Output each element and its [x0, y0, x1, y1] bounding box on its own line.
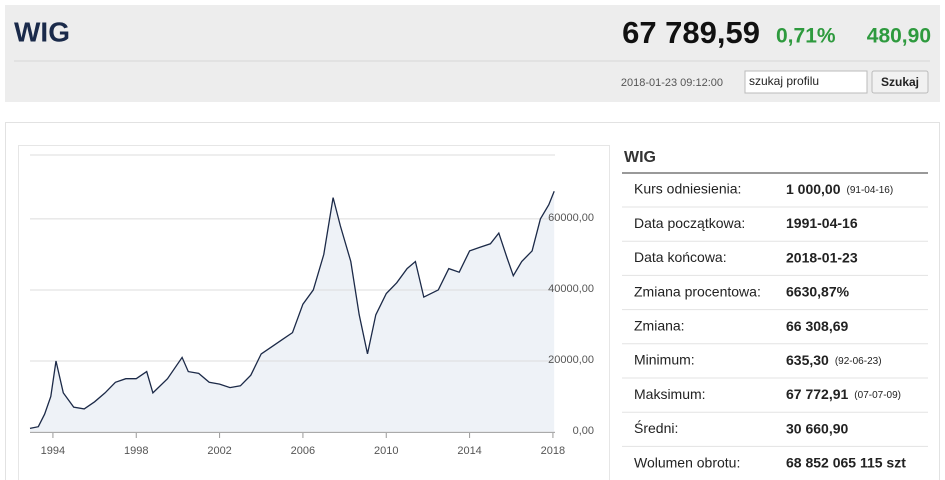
- row-label: Minimum:: [634, 352, 695, 368]
- search-placeholder: szukaj profilu: [749, 74, 819, 88]
- row-value: 68 852 065 115 szt: [786, 454, 906, 470]
- timestamp: 2018-01-23 09:12:00: [621, 77, 723, 89]
- x-tick-label: 2006: [291, 445, 315, 457]
- note: (07-07-09): [854, 390, 901, 401]
- x-tick-label: 2002: [207, 445, 231, 457]
- row-label: Średni:: [634, 419, 678, 436]
- search-input[interactable]: [744, 70, 868, 94]
- row-label: Wolumen obrotu:: [634, 454, 740, 470]
- x-tick-label: 1994: [41, 445, 65, 457]
- row-label: Kurs odniesienia:: [634, 181, 741, 197]
- change-percent: 0,71%: [776, 25, 836, 48]
- x-tick-label: 2018: [541, 445, 565, 457]
- row-value: 67 772,91 (07-07-09): [786, 386, 901, 402]
- row-value: 30 660,90: [786, 420, 848, 436]
- search-button-label: Szukaj: [881, 75, 919, 89]
- value: 635,30: [786, 352, 829, 368]
- y-tick-label: 60000,00: [548, 212, 594, 224]
- row-label: Maksimum:: [634, 386, 706, 402]
- area: [30, 191, 555, 432]
- row-label: Data końcowa:: [634, 249, 727, 265]
- chart: 0,00 20000,00 40000,00 60000,00 1994 1998 2002…: [29, 191, 594, 457]
- value: 30 660,90: [786, 420, 848, 436]
- value: 68 852 065 115 szt: [786, 454, 906, 470]
- y-tick-label: 40000,00: [548, 283, 594, 295]
- stats-table: Kurs odniesienia: 1 000,00 (91-04-16) Data …: [622, 181, 928, 470]
- header-title: WIG: [14, 16, 70, 47]
- row-value: 2018-01-23: [786, 249, 858, 265]
- search-button[interactable]: [871, 70, 929, 94]
- index-value: 67 789,59: [622, 15, 760, 50]
- row-value: 1 000,00 (91-04-16): [786, 181, 893, 197]
- y-tick-label: 0,00: [573, 425, 594, 437]
- table-title: WIG: [624, 149, 656, 166]
- x-tick-label: 2014: [457, 445, 481, 457]
- row-label: Data początkowa:: [634, 215, 745, 231]
- value: 1991-04-16: [786, 215, 858, 231]
- value: 67 772,91: [786, 386, 848, 402]
- row-value: 66 308,69: [786, 318, 848, 334]
- row-value: 6630,87%: [786, 283, 850, 299]
- x-tick-label: 1998: [124, 445, 148, 457]
- row-label: Zmiana procentowa:: [634, 283, 761, 299]
- y-tick-label: 20000,00: [548, 354, 594, 366]
- value: 66 308,69: [786, 318, 848, 334]
- row-value: 635,30 (92-06-23): [786, 352, 882, 368]
- row-value: 1991-04-16: [786, 215, 858, 231]
- row-label: Zmiana:: [634, 318, 685, 334]
- value: 2018-01-23: [786, 249, 858, 265]
- x-tick-label: 2010: [374, 445, 398, 457]
- value: 1 000,00: [786, 181, 841, 197]
- note: (91-04-16): [847, 185, 894, 196]
- value: 6630,87%: [786, 283, 850, 299]
- change: 480,90: [867, 25, 931, 48]
- note: (92-06-23): [835, 356, 882, 367]
- line: [29, 191, 555, 430]
